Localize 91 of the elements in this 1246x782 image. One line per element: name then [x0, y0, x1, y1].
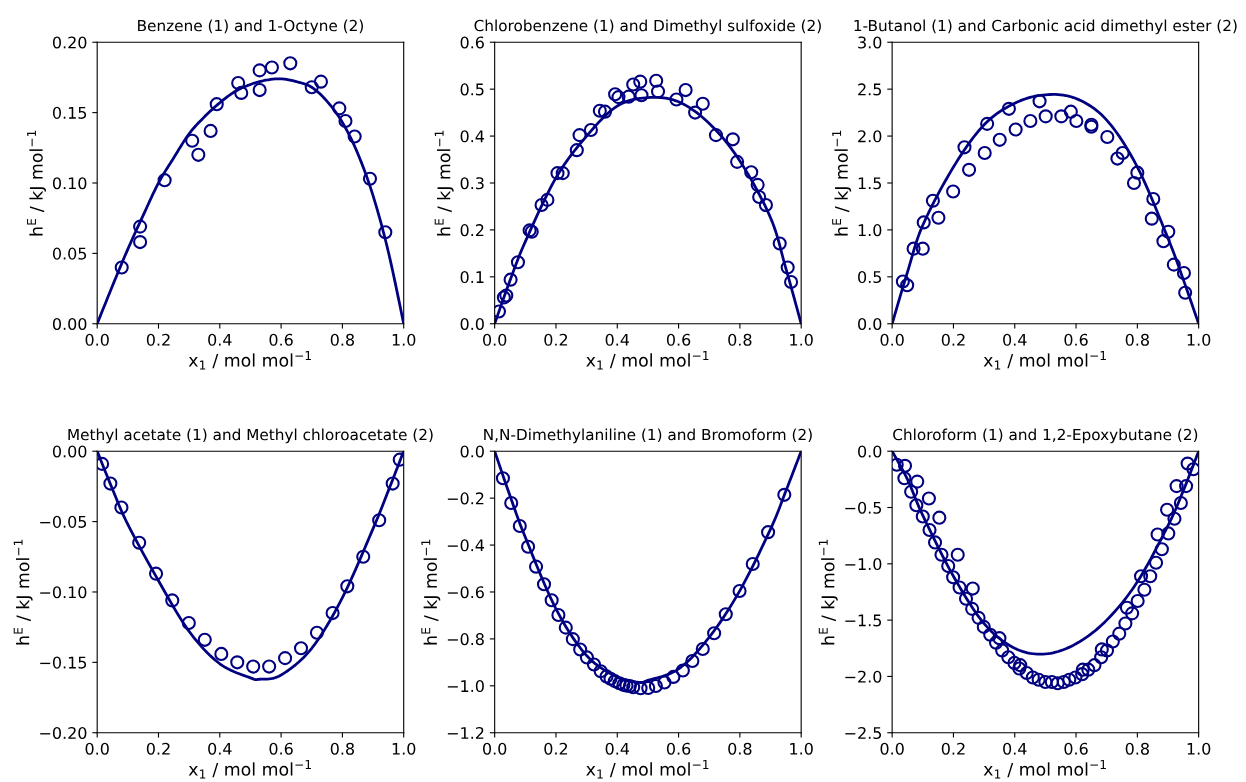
chart-title: Chlorobenzene (1) and Dimethyl sulfoxide (2) — [474, 19, 821, 35]
x-tick-label: 0.2 — [544, 333, 568, 346]
y-axis-title: h$^{E}$ / kJ mol$^{−1}$ — [13, 539, 33, 645]
x-axis-title: x$_{1}$ / mol mol$^{−1}$ — [983, 760, 1106, 779]
y-tick-label: 1.0 — [858, 224, 882, 237]
chart-title: Benzene (1) and 1-Octyne (2) — [138, 19, 363, 35]
x-tick-label: 0.0 — [483, 333, 507, 346]
y-tick-label: 0.4 — [460, 130, 485, 143]
x-tick-label: 0.6 — [666, 742, 691, 755]
y-axis-title: h$^{E}$ / kJ mol$^{−1}$ — [818, 539, 838, 645]
y-tick-label: 0.0 — [460, 317, 484, 331]
x-tick-label: 0.4 — [1003, 742, 1027, 755]
y-tick-label: 0.00 — [52, 317, 87, 331]
y-tick-label: 1.5 — [858, 177, 882, 190]
x-tick-label: 0.2 — [941, 742, 965, 755]
x-tick-label: 0.4 — [1003, 333, 1027, 346]
y-tick-label: 0.20 — [52, 36, 87, 49]
x-axis-title: x$_{1}$ / mol mol$^{−1}$ — [586, 760, 709, 779]
y-tick-label: 0.2 — [460, 224, 484, 237]
x-tick-label: 1.0 — [1187, 333, 1211, 346]
x-tick-label: 0.2 — [146, 333, 170, 346]
x-tick-label: 0.0 — [85, 333, 109, 346]
y-tick-label: 0.6 — [460, 36, 484, 49]
chart-title: 1-Butanol (1) and Carbonic acid dimethyl ester (2) — [854, 19, 1237, 35]
x-axis-title: x$_{1}$ / mol mol$^{−1}$ — [188, 351, 311, 370]
x-tick-label: 0.8 — [330, 333, 355, 346]
y-tick-label: −1.0 — [845, 558, 882, 571]
x-tick-label: 0.8 — [728, 333, 752, 346]
y-axis-title: h$^{E}$ / kJ mol$^{−1}$ — [421, 539, 441, 645]
y-tick-label: 0.00 — [52, 445, 87, 458]
y-axis-title: h$^{E}$ / kJ mol$^{−1}$ — [832, 130, 852, 236]
x-tick-label: 0.0 — [483, 742, 507, 755]
y-tick-label: −0.05 — [40, 515, 87, 528]
x-tick-label: 0.2 — [941, 333, 965, 346]
y-tick-label: −0.20 — [40, 726, 87, 740]
x-tick-label: 1.0 — [392, 333, 416, 346]
y-tick-label: −2.5 — [845, 726, 882, 740]
y-tick-label: 0.10 — [52, 177, 87, 190]
y-tick-label: −0.2 — [447, 492, 484, 505]
y-tick-label: 0.0 — [460, 445, 484, 458]
y-axis-title: h$^{E}$ / kJ mol$^{−1}$ — [434, 130, 454, 236]
x-axis-title: x$_{1}$ / mol mol$^{−1}$ — [983, 351, 1106, 370]
x-tick-label: 0.4 — [605, 333, 630, 346]
chart-title: Chloroform (1) and 1,2-Epoxybutane (2) — [893, 428, 1198, 444]
x-tick-label: 1.0 — [790, 742, 813, 755]
y-tick-label: 0.5 — [460, 83, 484, 96]
x-tick-label: 1.0 — [392, 742, 416, 755]
y-tick-label: 0.0 — [858, 445, 882, 458]
y-tick-label: −0.5 — [845, 501, 882, 514]
x-tick-label: 0.4 — [605, 742, 630, 755]
x-tick-label: 0.6 — [269, 742, 293, 755]
x-axis-title: x$_{1}$ / mol mol$^{−1}$ — [586, 351, 709, 370]
y-tick-label: −1.0 — [447, 680, 484, 693]
x-tick-label: 0.2 — [146, 742, 170, 755]
y-tick-label: 0.5 — [858, 271, 882, 284]
y-tick-label: −0.8 — [447, 633, 484, 646]
x-tick-label: 0.8 — [1125, 333, 1149, 346]
y-tick-label: −0.4 — [447, 539, 485, 552]
y-tick-label: 0.15 — [52, 106, 87, 119]
x-tick-label: 1.0 — [1187, 742, 1211, 755]
x-tick-label: 0.6 — [1064, 333, 1088, 346]
x-tick-label: 0.4 — [208, 742, 232, 755]
x-tick-label: 0.0 — [880, 742, 904, 755]
x-tick-label: 0.0 — [85, 742, 109, 755]
y-tick-label: −1.5 — [845, 614, 882, 627]
y-tick-label: 0.3 — [460, 177, 484, 190]
y-tick-label: −0.15 — [40, 656, 87, 669]
x-tick-label: 0.8 — [330, 742, 355, 755]
x-tick-label: 0.8 — [728, 742, 752, 755]
y-axis-title: h$^{E}$ / kJ mol$^{−1}$ — [27, 130, 47, 236]
chart-title: Methyl acetate (1) and Methyl chloroacetate (2) — [68, 428, 433, 444]
x-tick-label: 0.6 — [1064, 742, 1088, 755]
y-tick-label: −0.6 — [447, 586, 484, 599]
y-tick-label: 2.5 — [858, 83, 882, 96]
y-tick-label: −1.2 — [447, 726, 484, 739]
y-tick-label: 0.0 — [858, 317, 882, 331]
x-tick-label: 0.2 — [544, 742, 568, 755]
y-tick-label: 0.05 — [52, 247, 87, 260]
y-tick-label: 3.0 — [858, 36, 882, 49]
x-tick-label: 0.4 — [208, 333, 232, 346]
x-tick-label: 0.0 — [880, 333, 904, 346]
y-tick-label: 2.0 — [858, 130, 882, 143]
x-tick-label: 0.6 — [269, 333, 293, 346]
y-tick-label: −0.10 — [40, 586, 87, 599]
x-tick-label: 0.6 — [666, 333, 691, 346]
y-tick-label: 0.1 — [460, 271, 484, 284]
x-axis-title: x$_{1}$ / mol mol$^{−1}$ — [188, 760, 311, 779]
chart-title: N,N-Dimethylaniline (1) and Bromoform (2) — [484, 428, 812, 444]
x-tick-label: 0.8 — [1125, 742, 1149, 755]
x-tick-label: 1.0 — [790, 333, 813, 346]
y-tick-label: −2.0 — [845, 670, 882, 683]
